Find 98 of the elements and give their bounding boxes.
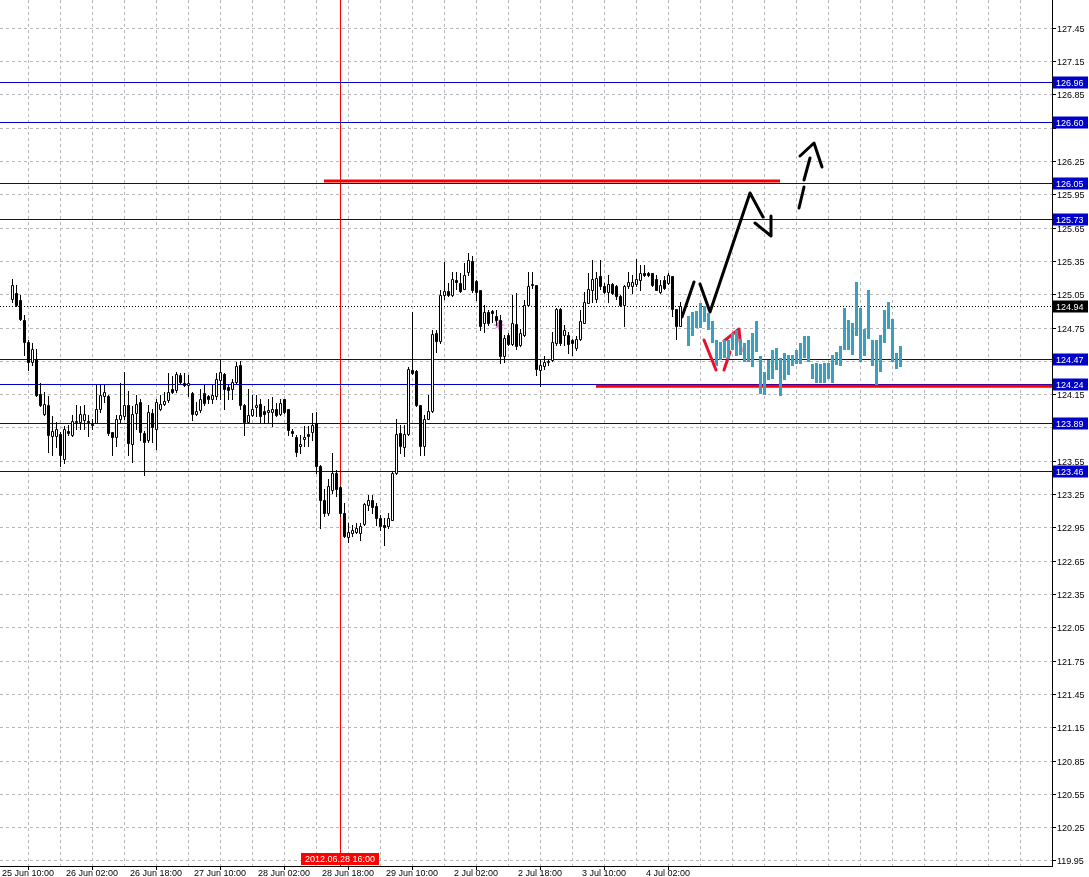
bar [699,303,702,328]
x-tick-label: 26 Jun 02:00 [65,867,119,877]
candlestick [295,434,298,458]
ref-line-label: 123.89 [1056,418,1084,429]
y-tick-label: 125.95 [1057,189,1085,200]
ref-line-label: 125.73 [1056,214,1084,225]
candlestick [267,398,270,424]
bar [811,364,814,379]
bar [819,364,822,383]
bar [807,336,810,362]
candlestick [271,396,274,428]
candlestick [191,391,194,422]
y-tick-label: 119.95 [1057,855,1084,866]
candlestick [163,391,166,407]
ref-line-label: 123.46 [1056,466,1084,477]
candlestick [383,517,386,547]
y-tick-label: 120.25 [1057,822,1085,833]
y-tick-label: 124.75 [1057,323,1085,334]
candlestick [155,398,158,451]
y-tick-label: 123.25 [1057,489,1085,500]
candlestick [659,279,662,295]
candlestick [607,274,610,304]
bar [743,343,746,362]
y-tick-label: 125.65 [1057,223,1085,234]
y-tick-label: 124.15 [1057,389,1085,400]
y-tick-label: 127.15 [1057,56,1085,67]
candlestick [11,278,14,304]
candlestick [359,522,362,542]
candlestick [559,307,562,347]
y-tick-label: 122.65 [1057,556,1085,567]
candlestick [91,418,94,431]
x-tick-label: 2 Jul 02:00 [453,867,499,877]
candlestick [463,262,466,291]
y-tick-label: 122.05 [1057,622,1085,633]
x-tick-label: 25 Jun 10:00 [1,867,55,877]
candlestick [279,398,282,417]
bar [771,350,774,379]
bar [823,363,826,383]
ref-line-label: 124.47 [1056,354,1084,365]
y-tick-label: 126.25 [1057,156,1085,167]
candlestick [547,358,550,367]
bar [899,346,902,367]
candlestick [307,425,310,448]
ref-line-label: 126.60 [1056,117,1084,128]
x-tick-label: 2 Jul 18:00 [517,867,563,877]
ref-line-label: 126.05 [1056,178,1084,189]
y-tick-label: 120.55 [1057,789,1085,800]
candlestick [79,405,82,431]
x-tick-label: 28 Jun 18:00 [321,867,375,877]
bar [735,330,738,356]
y-tick-label: 122.35 [1057,589,1085,600]
x-tick-label: 26 Jun 18:00 [129,867,183,877]
x-tick-label: 3 Jul 10:00 [581,867,627,877]
candlestick [499,314,502,365]
x-tick-label: 29 Jun 10:00 [385,867,439,877]
bar [759,356,762,394]
candlestick [299,434,302,455]
candlestick [491,309,494,324]
candlestick [47,395,50,454]
candlestick [291,428,294,438]
candlestick [591,259,594,304]
candlestick [451,271,454,298]
candlestick [663,275,666,291]
x-tick-label: 2012.06.28 16:00 [304,854,376,865]
y-tick-label: 126.85 [1057,89,1085,100]
candlestick [139,398,142,442]
x-tick-label: 27 Jun 10:00 [193,867,247,877]
bar [723,340,726,358]
bar [687,316,690,346]
candlestick [259,398,262,424]
y-tick-label: 127.45 [1057,23,1085,34]
x-tick-label: 4 Jul 02:00 [645,867,691,877]
y-tick-label: 123.55 [1057,456,1085,467]
y-tick-label: 121.45 [1057,689,1085,700]
candlestick [83,404,86,431]
ref-line-label: 124.24 [1056,379,1084,390]
candlestick [199,388,202,414]
y-tick-label: 122.95 [1057,522,1085,533]
ref-line-label: 126.96 [1056,77,1084,88]
candlestick [303,425,306,448]
y-tick-label: 120.85 [1057,756,1085,767]
candlestick [187,374,190,398]
candlestick [167,372,170,404]
candlestick [651,272,654,288]
candlestick [515,292,518,351]
y-tick-label: 125.05 [1057,289,1085,300]
candlestick [63,425,66,465]
ref-line-label: 124.94 [1056,301,1084,312]
y-tick-label: 121.15 [1057,722,1085,733]
y-tick-label: 121.75 [1057,656,1085,667]
x-tick-label: 28 Jun 02:00 [257,867,311,877]
candlestick [175,371,178,394]
candlestick [655,274,658,292]
bar [831,355,834,383]
candlestick [87,414,90,438]
y-tick-label: 125.35 [1057,256,1085,267]
bar [815,363,818,383]
candlestick [95,384,98,425]
